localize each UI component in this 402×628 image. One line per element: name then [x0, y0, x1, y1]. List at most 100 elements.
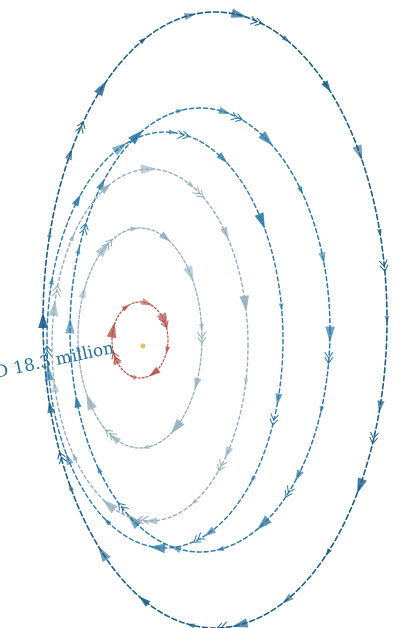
- flow-arrow-icon: [44, 364, 55, 382]
- flow-arrow-icon: [102, 499, 118, 514]
- flow-arrow-icon: [157, 312, 168, 330]
- chevron-icon: [230, 112, 244, 122]
- flow-arrow-icon: [138, 37, 147, 45]
- chevron-icon: [79, 222, 89, 236]
- flow-arrow-icon: [64, 147, 73, 161]
- flow-arrow-icon: [165, 346, 171, 355]
- flow-arrow-icon: [51, 380, 60, 393]
- flow-arrow-icon: [74, 395, 82, 409]
- flow-arrow-icon: [321, 80, 331, 93]
- chevron-icon: [217, 458, 228, 472]
- chevron-icon: [324, 351, 334, 365]
- flow-arrow-icon: [38, 312, 48, 328]
- flow-arrow-icon: [141, 444, 150, 450]
- ring-core-path: [111, 301, 169, 379]
- flow-arrow-icon: [168, 129, 177, 135]
- chevron-icon: [197, 331, 207, 345]
- chevron-icon: [193, 532, 206, 543]
- ring-inner-2-path: [77, 227, 203, 449]
- flow-arrow-icon: [175, 109, 184, 114]
- flow-arrow-icon: [46, 229, 52, 238]
- flow-arrow-icon: [194, 377, 202, 390]
- flow-arrow-icon: [357, 477, 367, 495]
- flow-arrow-icon: [111, 142, 128, 156]
- flow-arrow-icon: [130, 226, 139, 232]
- flow-arrow-icon: [183, 13, 197, 21]
- flow-arrow-icon: [325, 548, 332, 557]
- flow-arrow-icon: [98, 546, 111, 563]
- flow-arrow-icon: [71, 194, 81, 207]
- flow-arrow-icon: [275, 393, 283, 406]
- flow-arrow-icon: [183, 265, 194, 283]
- chevron-icon: [75, 120, 86, 134]
- flow-arrow-icon: [218, 106, 231, 115]
- flow-arrow-icon: [278, 303, 284, 312]
- flow-arrow-icon: [170, 418, 185, 435]
- flow-arrow-icon: [72, 452, 78, 462]
- flow-arrow-icon: [65, 452, 74, 466]
- callout-label: D 18.3 million: [0, 338, 116, 383]
- flow-arrow-icon: [128, 375, 137, 381]
- flow-arrow-icon: [384, 316, 390, 324]
- flow-arrow-icon: [47, 400, 55, 414]
- flow-arrow-icon: [159, 231, 171, 242]
- chevron-icon: [158, 315, 169, 329]
- flow-arrow-icon: [148, 366, 161, 377]
- flow-arrow-icon: [216, 152, 228, 164]
- callout: D 18.3 million: [0, 338, 146, 383]
- flow-arrow-icon: [204, 526, 216, 537]
- flow-arrow-icon: [145, 517, 158, 525]
- flow-arrow-icon: [220, 226, 229, 240]
- flow-arrow-icon: [109, 434, 121, 445]
- flow-arrow-icon: [99, 183, 111, 195]
- flow-arrow-icon: [250, 475, 257, 484]
- chevron-icon: [101, 238, 113, 251]
- chevron-icon: [57, 451, 68, 465]
- flow-arrow-icon: [216, 546, 225, 551]
- ring-outer-path: [42, 11, 388, 628]
- flow-arrow-icon: [376, 228, 382, 238]
- flow-arrow-icon: [318, 251, 326, 265]
- flow-arrow-icon: [319, 405, 325, 415]
- ring-core: [106, 297, 171, 381]
- flow-arrow-icon: [325, 326, 335, 343]
- chevron-icon: [177, 130, 190, 140]
- flow-arrow-icon: [86, 393, 97, 411]
- flow-arrow-icon: [78, 286, 86, 299]
- flow-arrow-icon: [113, 352, 122, 366]
- flow-arrow-icon: [243, 377, 249, 387]
- flow-arrow-icon: [190, 498, 199, 506]
- flow-arrow-icon: [75, 245, 81, 255]
- flow-arrow-icon: [230, 8, 248, 18]
- flow-arrow-icon: [48, 276, 54, 285]
- flow-arrow-icon: [239, 295, 249, 312]
- flow-arrow-icon: [96, 465, 103, 474]
- flow-arrow-icon: [140, 164, 157, 174]
- ring-outer-2: [65, 106, 335, 554]
- chevron-icon: [284, 485, 295, 498]
- chevron-icon: [43, 344, 53, 358]
- chevron-icon: [117, 502, 130, 515]
- flow-arrow-icon: [297, 186, 304, 195]
- flow-arrow-icon: [199, 323, 204, 332]
- flow-arrow-icon: [127, 514, 142, 529]
- flow-arrow-icon: [76, 344, 81, 353]
- flow-arrow-icon: [352, 144, 363, 162]
- chevron-icon: [51, 284, 62, 298]
- flow-arrow-icon: [106, 321, 117, 339]
- flow-arrow-icon: [149, 543, 166, 554]
- flow-arrow-icon: [295, 469, 304, 482]
- flow-arrow-icon: [103, 518, 112, 526]
- flow-arrow-icon: [256, 515, 272, 530]
- flow-arrow-icon: [138, 596, 151, 607]
- flow-arrow-icon: [281, 593, 294, 605]
- flow-arrow-icon: [254, 212, 265, 229]
- flow-arrow-icon: [186, 181, 195, 189]
- flow-arrow-icon: [377, 400, 385, 413]
- chevron-icon: [369, 431, 379, 445]
- chevron-icon: [249, 16, 263, 26]
- marker-dot: [140, 343, 146, 349]
- flow-arrow-icon: [231, 618, 249, 628]
- flow-arrow-icon: [95, 241, 110, 258]
